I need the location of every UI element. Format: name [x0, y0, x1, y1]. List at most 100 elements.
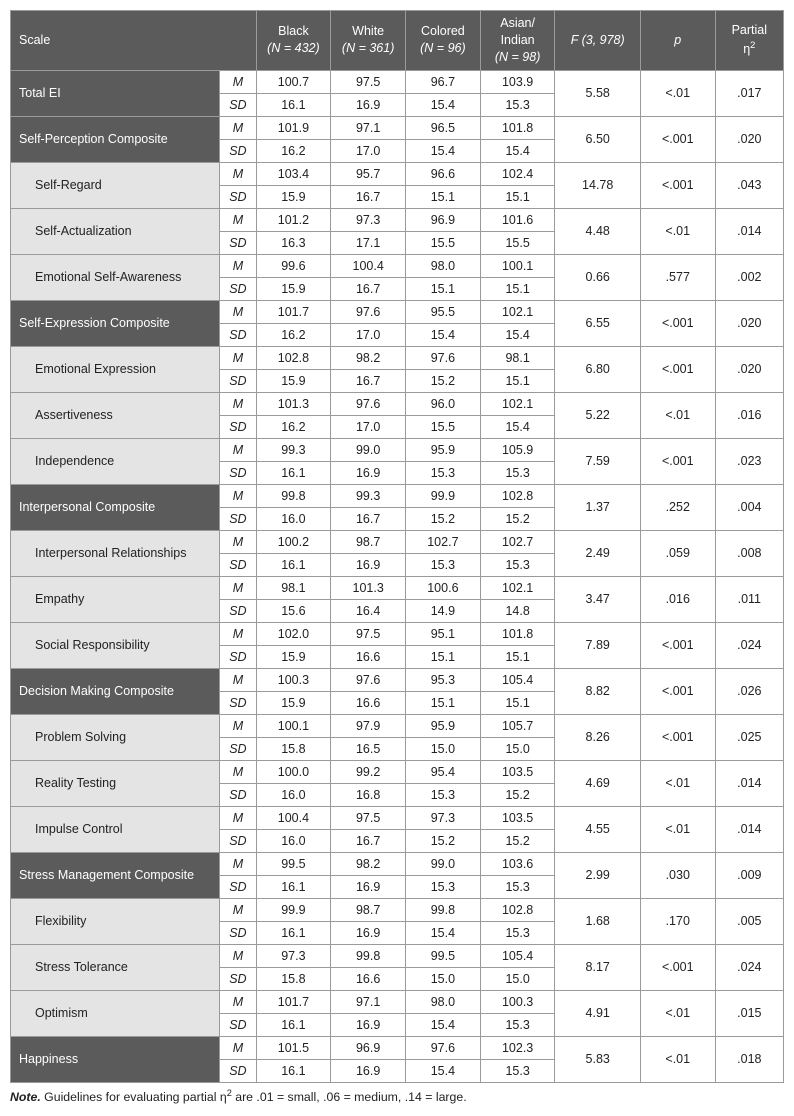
value-cell: 16.2: [256, 415, 331, 438]
table-row: EmpathyM98.1101.3100.6102.13.47.016.011: [11, 576, 784, 599]
value-cell: 16.9: [331, 875, 406, 898]
value-cell: 96.5: [406, 116, 481, 139]
eta-cell: .024: [715, 944, 783, 990]
note-label: Note.: [10, 1090, 41, 1104]
table-row: Stress Management CompositeM99.598.299.0…: [11, 852, 784, 875]
value-cell: 15.6: [256, 599, 331, 622]
value-cell: 16.1: [256, 921, 331, 944]
scale-label: Emotional Self-Awareness: [11, 254, 220, 300]
scale-label: Total EI: [11, 70, 220, 116]
value-cell: 16.2: [256, 323, 331, 346]
scale-label: Self-Perception Composite: [11, 116, 220, 162]
value-cell: 96.9: [406, 208, 481, 231]
value-cell: 99.8: [256, 484, 331, 507]
col-black: Black (N = 432): [256, 11, 331, 71]
value-cell: 16.7: [331, 829, 406, 852]
p-cell: <.01: [640, 990, 715, 1036]
scale-label: Happiness: [11, 1036, 220, 1082]
scale-label: Emotional Expression: [11, 346, 220, 392]
value-cell: 100.6: [406, 576, 481, 599]
value-cell: 16.1: [256, 1013, 331, 1036]
value-cell: 17.0: [331, 323, 406, 346]
value-cell: 16.1: [256, 461, 331, 484]
value-cell: 16.1: [256, 1059, 331, 1082]
stat-M: M: [220, 714, 256, 737]
value-cell: 98.1: [480, 346, 555, 369]
p-cell: .170: [640, 898, 715, 944]
value-cell: 17.0: [331, 139, 406, 162]
value-cell: 97.1: [331, 990, 406, 1013]
stat-M: M: [220, 300, 256, 323]
scale-label: Self-Expression Composite: [11, 300, 220, 346]
value-cell: 102.7: [406, 530, 481, 553]
stat-SD: SD: [220, 1059, 256, 1082]
col-scale: Scale: [11, 11, 257, 71]
value-cell: 103.5: [480, 806, 555, 829]
stat-M: M: [220, 622, 256, 645]
value-cell: 16.9: [331, 93, 406, 116]
p-cell: <.01: [640, 208, 715, 254]
value-cell: 95.4: [406, 760, 481, 783]
F-cell: 5.22: [555, 392, 640, 438]
value-cell: 99.0: [406, 852, 481, 875]
value-cell: 15.4: [406, 139, 481, 162]
value-cell: 103.4: [256, 162, 331, 185]
value-cell: 102.8: [480, 898, 555, 921]
eta-cell: .014: [715, 806, 783, 852]
value-cell: 16.6: [331, 967, 406, 990]
value-cell: 98.2: [331, 346, 406, 369]
value-cell: 15.0: [406, 967, 481, 990]
value-cell: 97.3: [406, 806, 481, 829]
value-cell: 16.5: [331, 737, 406, 760]
note-text: Guidelines for evaluating partial η2 are…: [41, 1090, 467, 1104]
stat-M: M: [220, 208, 256, 231]
value-cell: 101.8: [480, 116, 555, 139]
value-cell: 101.7: [256, 990, 331, 1013]
col-p: p: [640, 11, 715, 71]
value-cell: 97.3: [331, 208, 406, 231]
scale-label: Impulse Control: [11, 806, 220, 852]
p-cell: <.01: [640, 70, 715, 116]
p-cell: <.001: [640, 714, 715, 760]
value-cell: 15.1: [406, 277, 481, 300]
value-cell: 100.0: [256, 760, 331, 783]
table-row: OptimismM101.797.198.0100.34.91<.01.015: [11, 990, 784, 1013]
F-cell: 8.26: [555, 714, 640, 760]
value-cell: 16.1: [256, 553, 331, 576]
value-cell: 95.9: [406, 714, 481, 737]
value-cell: 98.0: [406, 254, 481, 277]
stat-SD: SD: [220, 829, 256, 852]
value-cell: 15.1: [480, 691, 555, 714]
eta-cell: .018: [715, 1036, 783, 1082]
eta-cell: .015: [715, 990, 783, 1036]
p-cell: <.001: [640, 622, 715, 668]
value-cell: 101.7: [256, 300, 331, 323]
eta-cell: .005: [715, 898, 783, 944]
F-cell: 5.58: [555, 70, 640, 116]
value-cell: 15.1: [406, 185, 481, 208]
p-cell: .030: [640, 852, 715, 898]
scale-label: Flexibility: [11, 898, 220, 944]
anova-results-table: Scale Black (N = 432) White (N = 361) Co…: [10, 10, 784, 1083]
value-cell: 97.9: [331, 714, 406, 737]
stat-SD: SD: [220, 461, 256, 484]
table-row: Self-Expression CompositeM101.797.695.51…: [11, 300, 784, 323]
value-cell: 98.0: [406, 990, 481, 1013]
col-asian-label: Asian/Indian: [500, 16, 535, 47]
p-cell: <.01: [640, 760, 715, 806]
scale-label: Decision Making Composite: [11, 668, 220, 714]
value-cell: 15.3: [406, 783, 481, 806]
scale-label: Optimism: [11, 990, 220, 1036]
table-row: Total EIM100.797.596.7103.95.58<.01.017: [11, 70, 784, 93]
value-cell: 15.0: [480, 967, 555, 990]
value-cell: 99.5: [406, 944, 481, 967]
stat-M: M: [220, 254, 256, 277]
p-cell: <.001: [640, 438, 715, 484]
value-cell: 15.2: [406, 369, 481, 392]
p-cell: .059: [640, 530, 715, 576]
stat-SD: SD: [220, 599, 256, 622]
p-cell: .252: [640, 484, 715, 530]
stat-M: M: [220, 760, 256, 783]
value-cell: 15.3: [406, 553, 481, 576]
eta-cell: .025: [715, 714, 783, 760]
